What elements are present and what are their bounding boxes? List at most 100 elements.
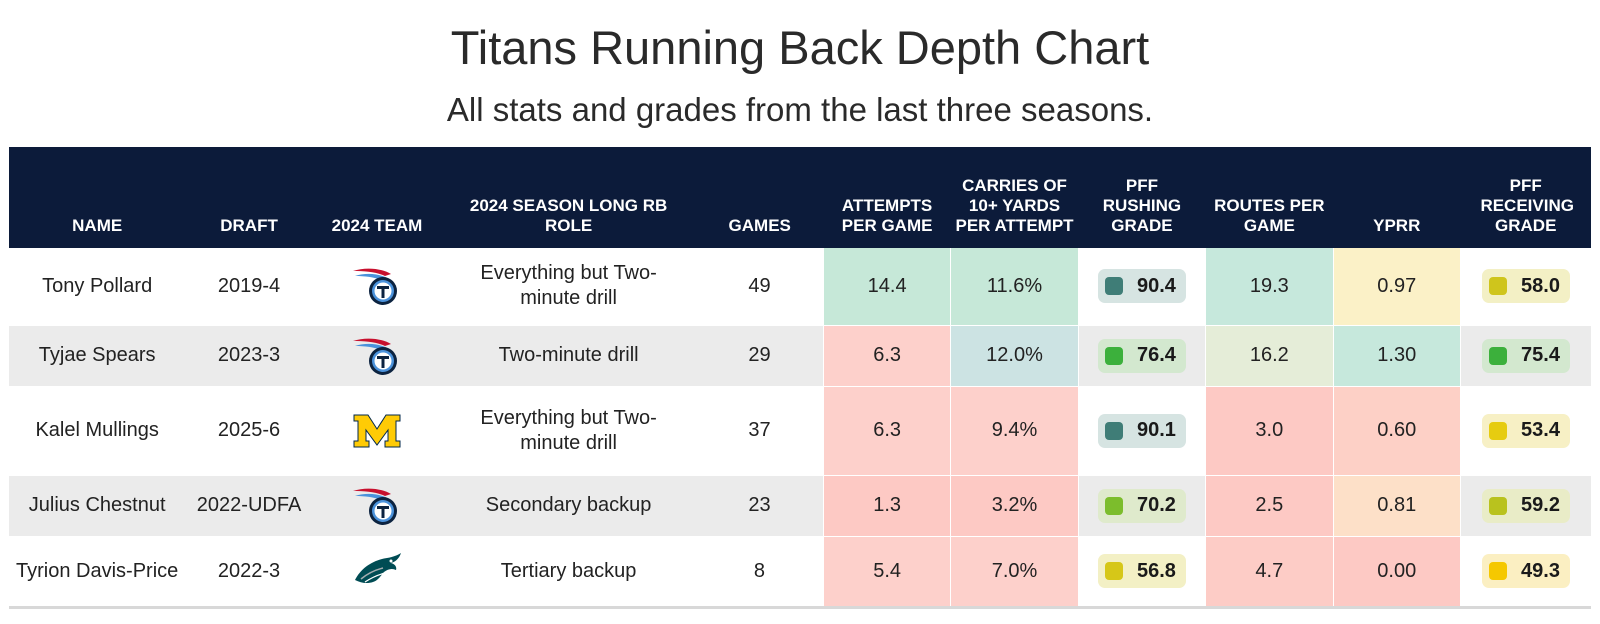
grade-badge: 70.2 <box>1097 488 1186 523</box>
pff-rushing-grade: 76.4 <box>1078 325 1206 386</box>
header-attempts[interactable]: ATTEMPTS PER GAME <box>823 147 951 248</box>
grade-badge: 49.3 <box>1481 554 1570 588</box>
pff-receiving-grade: 49.3 <box>1460 536 1591 607</box>
header-rushing-grade[interactable]: PFF RUSHING GRADE <box>1078 147 1206 248</box>
carries-10-plus: 9.4% <box>950 386 1079 475</box>
header-name[interactable]: NAME <box>9 147 186 248</box>
rb-role: Everything but Two-minute drill <box>441 248 696 325</box>
rb-role: Two-minute drill <box>441 325 696 386</box>
yprr: 0.00 <box>1332 536 1461 607</box>
grade-badge: 58.0 <box>1481 269 1570 304</box>
header-row: NAME DRAFT 2024 TEAM 2024 SEASON LONG RB… <box>9 147 1591 248</box>
grade-value: 58.0 <box>1521 274 1560 297</box>
carries-10-plus: 12.0% <box>950 325 1079 386</box>
rb-role: Tertiary backup <box>441 536 696 607</box>
pff-rushing-grade: 90.4 <box>1078 248 1206 325</box>
pff-receiving-grade: 75.4 <box>1460 325 1591 386</box>
eagles-logo-icon <box>354 553 401 584</box>
attempts-per-game: 1.3 <box>822 475 952 536</box>
chart-title: Titans Running Back Depth Chart <box>450 21 1150 74</box>
header-yprr[interactable]: YPRR <box>1333 147 1461 248</box>
player-name: Tony Pollard <box>9 248 186 325</box>
player-name: Kalel Mullings <box>9 386 186 475</box>
table-row: Kalel Mullings 2025-6 Everything but Two-… <box>9 386 1591 475</box>
carries-10-plus: 7.0% <box>950 536 1079 607</box>
team-logo-cell <box>312 248 442 325</box>
routes-per-game: 2.5 <box>1205 475 1334 536</box>
pff-rushing-grade: 70.2 <box>1078 475 1206 536</box>
player-name: Tyrion Davis-Price <box>9 536 186 607</box>
grade-value: 70.2 <box>1136 494 1176 516</box>
routes-per-game: 3.0 <box>1205 386 1334 475</box>
grade-badge: 53.4 <box>1481 413 1570 448</box>
routes-per-game: 4.7 <box>1205 536 1334 607</box>
games: 37 <box>696 386 824 475</box>
grade-color-swatch <box>1488 421 1507 440</box>
header-receiving-grade[interactable]: PFF RECEIVING GRADE <box>1460 147 1591 248</box>
table-row: Tyrion Davis-Price 2022-3 Tertiary backup… <box>9 536 1591 607</box>
grade-value: 53.4 <box>1521 419 1560 441</box>
header-carries10[interactable]: CARRIES OF 10+ YARDS PER ATTEMPT <box>950 147 1079 248</box>
attempts-per-game: 5.4 <box>822 536 952 607</box>
yprr: 0.81 <box>1332 475 1461 536</box>
grade-badge: 90.4 <box>1097 269 1186 304</box>
carries-10-plus: 11.6% <box>950 248 1079 325</box>
table-row: Tyjae Spears 2023-3 Two-minute drill 29 6.3… <box>9 325 1591 386</box>
grade-value: 49.3 <box>1521 559 1560 582</box>
header-games[interactable]: GAMES <box>696 147 824 248</box>
attempts-per-game: 6.3 <box>822 325 952 386</box>
carries-10-plus: 3.2% <box>950 475 1079 536</box>
grade-color-swatch <box>1488 346 1507 365</box>
titans-logo-icon <box>352 268 397 306</box>
grade-badge: 76.4 <box>1097 338 1186 373</box>
pff-rushing-grade: 56.8 <box>1078 536 1206 607</box>
rb-role: Secondary backup <box>441 475 696 536</box>
grade-color-swatch <box>1104 562 1123 580</box>
grade-color-swatch <box>1488 496 1507 515</box>
grade-color-swatch <box>1488 277 1507 296</box>
grade-color-swatch <box>1488 562 1507 580</box>
attempts-per-game: 6.3 <box>822 386 952 475</box>
draft-pick: 2025-6 <box>185 386 313 475</box>
team-logo-cell <box>312 386 442 475</box>
grade-color-swatch <box>1104 346 1123 365</box>
grade-value: 75.4 <box>1521 344 1560 366</box>
grade-color-swatch <box>1104 496 1123 515</box>
grade-badge: 59.2 <box>1481 488 1570 523</box>
pff-receiving-grade: 59.2 <box>1460 475 1591 536</box>
player-name: Tyjae Spears <box>9 325 186 386</box>
team-logo-cell <box>312 536 442 607</box>
grade-value: 56.8 <box>1136 559 1176 582</box>
chart-subtitle: All stats and grades from the last three… <box>446 91 1154 128</box>
draft-pick: 2023-3 <box>185 325 313 386</box>
grade-value: 90.4 <box>1136 274 1176 297</box>
pff-receiving-grade: 53.4 <box>1460 386 1591 475</box>
yprr: 0.97 <box>1332 248 1461 325</box>
grade-badge: 90.1 <box>1097 413 1186 448</box>
yprr: 0.60 <box>1332 386 1461 475</box>
attempts-per-game: 14.4 <box>822 248 952 325</box>
rb-role: Everything but Two-minute drill <box>441 386 696 475</box>
pff-receiving-grade: 58.0 <box>1460 248 1591 325</box>
grade-badge: 56.8 <box>1097 554 1186 588</box>
player-name: Julius Chestnut <box>9 475 186 536</box>
header-routes[interactable]: ROUTES PER GAME <box>1205 147 1334 248</box>
header-team[interactable]: 2024 TEAM <box>312 147 442 248</box>
depth-chart-table: NAME DRAFT 2024 TEAM 2024 SEASON LONG RB… <box>9 147 1591 609</box>
titans-logo-icon <box>352 488 397 525</box>
grade-value: 76.4 <box>1136 344 1176 366</box>
grade-color-swatch <box>1104 421 1123 440</box>
header-role[interactable]: 2024 SEASON LONG RB ROLE <box>441 147 696 248</box>
games: 29 <box>696 325 824 386</box>
draft-pick: 2019-4 <box>185 248 313 325</box>
grade-value: 90.1 <box>1136 419 1176 441</box>
yprr: 1.30 <box>1332 325 1461 386</box>
team-logo-cell <box>312 475 442 536</box>
team-logo-cell <box>312 325 442 386</box>
michigan-logo-icon <box>353 414 401 447</box>
table-row: Julius Chestnut 2022-UDFA Secondary backu… <box>9 475 1591 536</box>
grade-badge: 75.4 <box>1481 338 1570 373</box>
header-draft[interactable]: DRAFT <box>185 147 313 248</box>
games: 8 <box>696 536 824 607</box>
grade-color-swatch <box>1104 277 1123 296</box>
